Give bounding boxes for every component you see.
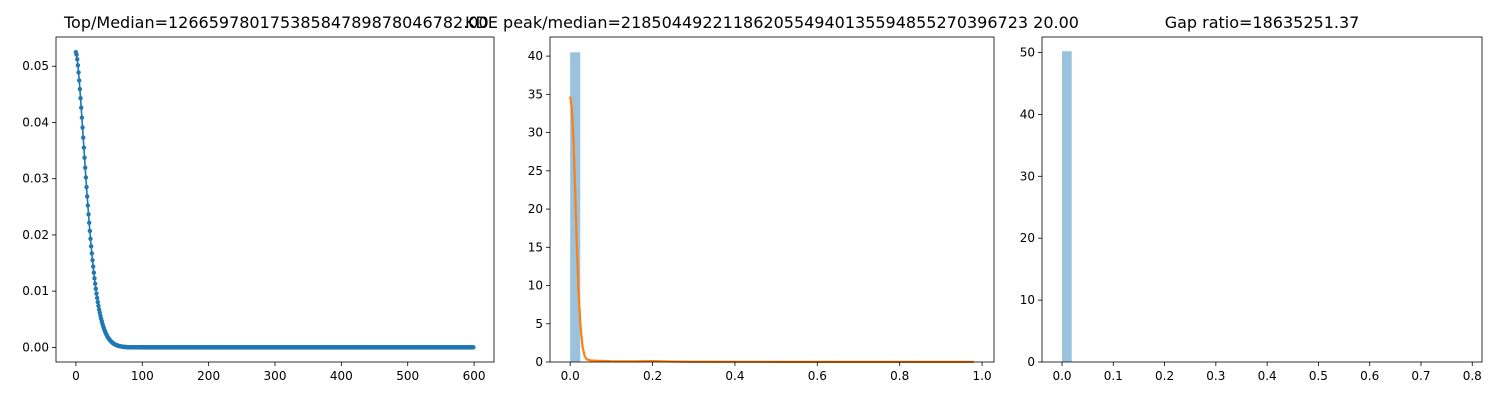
data-point xyxy=(83,165,88,170)
x-tick-label: 0.4 xyxy=(725,369,744,383)
y-tick-label: 40 xyxy=(528,49,543,63)
x-tick-label: 0.8 xyxy=(1463,369,1482,383)
kde-histogram-panel: KDE peak/median=218504492211862055494013… xyxy=(465,13,1079,383)
data-point xyxy=(87,228,93,234)
chart-title: KDE peak/median=218504492211862055494013… xyxy=(465,13,1079,32)
x-tick-label: 0.6 xyxy=(808,369,827,383)
data-point xyxy=(74,52,79,57)
y-tick-label: 10 xyxy=(1020,293,1035,307)
data-point xyxy=(79,105,84,110)
y-tick-label: 0.03 xyxy=(22,172,49,186)
data-point xyxy=(89,251,95,256)
y-tick-label: 5 xyxy=(535,317,543,331)
data-point xyxy=(92,276,97,281)
data-point xyxy=(90,257,95,263)
x-tick-label: 0.0 xyxy=(561,369,580,383)
x-tick-label: 300 xyxy=(264,369,287,383)
data-point xyxy=(76,70,81,75)
data-point xyxy=(75,57,80,62)
data-point xyxy=(84,194,90,199)
x-tick-label: 0.3 xyxy=(1206,369,1225,383)
y-tick-label: 0.01 xyxy=(22,284,49,298)
series-markers xyxy=(73,49,476,350)
chart-title: Gap ratio=18635251.37 xyxy=(1165,13,1360,32)
histogram-bar xyxy=(1062,51,1072,362)
chart-title: Top/Median=12665978017538584789878046782… xyxy=(63,13,489,32)
y-tick-label: 10 xyxy=(528,279,543,293)
data-point xyxy=(93,286,99,291)
data-point xyxy=(88,236,93,241)
axes-frame xyxy=(549,36,995,363)
x-tick-label: 0.5 xyxy=(1309,369,1328,383)
data-point xyxy=(471,345,476,350)
x-tick-label: 400 xyxy=(330,369,353,383)
x-tick-label: 0.8 xyxy=(890,369,909,383)
y-tick-label: 20 xyxy=(528,202,543,216)
y-tick-label: 0 xyxy=(535,355,543,369)
y-tick-label: 0 xyxy=(1027,355,1035,369)
x-tick-label: 0 xyxy=(72,369,80,383)
data-point xyxy=(84,184,89,190)
axes-frame xyxy=(1041,36,1483,363)
data-point xyxy=(86,212,91,217)
x-tick-label: 0.4 xyxy=(1258,369,1277,383)
data-point xyxy=(75,63,81,68)
y-tick-label: 40 xyxy=(1020,107,1035,121)
x-tick-label: 200 xyxy=(197,369,220,383)
data-point xyxy=(96,303,101,309)
y-tick-label: 0.05 xyxy=(22,59,49,73)
y-tick-label: 25 xyxy=(528,164,543,178)
data-point xyxy=(91,270,97,275)
x-tick-label: 0.2 xyxy=(643,369,662,383)
y-tick-label: 0.02 xyxy=(22,228,49,242)
data-point xyxy=(90,264,96,269)
data-point xyxy=(80,125,85,130)
data-point xyxy=(86,220,92,225)
data-point xyxy=(78,96,83,101)
data-point xyxy=(82,155,87,160)
y-tick-label: 0.00 xyxy=(22,340,49,354)
data-point xyxy=(83,175,89,180)
x-tick-label: 600 xyxy=(463,369,486,383)
x-tick-label: 100 xyxy=(131,369,154,383)
data-point xyxy=(96,307,102,312)
data-point xyxy=(85,203,91,208)
x-tick-label: 0.6 xyxy=(1360,369,1379,383)
data-point xyxy=(94,291,99,296)
data-point xyxy=(95,299,101,305)
data-point xyxy=(77,78,82,83)
y-tick-label: 30 xyxy=(1020,169,1035,183)
x-tick-label: 1.0 xyxy=(973,369,992,383)
data-point xyxy=(81,135,86,140)
data-point xyxy=(92,281,98,286)
data-point xyxy=(79,115,85,120)
x-tick-label: 0.2 xyxy=(1155,369,1174,383)
data-point xyxy=(81,145,87,150)
data-point xyxy=(88,244,94,249)
data-point xyxy=(94,295,100,301)
y-tick-label: 35 xyxy=(528,87,543,101)
y-tick-label: 20 xyxy=(1020,231,1035,245)
x-tick-label: 500 xyxy=(396,369,419,383)
x-tick-label: 0.1 xyxy=(1104,369,1123,383)
y-tick-label: 30 xyxy=(528,126,543,140)
y-tick-label: 0.04 xyxy=(22,115,49,129)
y-tick-label: 15 xyxy=(528,240,543,254)
x-tick-label: 0.7 xyxy=(1411,369,1430,383)
decay-line-panel: Top/Median=12665978017538584789878046782… xyxy=(22,13,495,383)
x-tick-label: 0.0 xyxy=(1052,369,1071,383)
data-point xyxy=(77,86,83,92)
gap-ratio-panel: Gap ratio=18635251.37 0.0 0.1 0.2 0.3 0.4 0.5 0… xyxy=(1020,13,1483,383)
y-tick-label: 50 xyxy=(1020,45,1035,59)
